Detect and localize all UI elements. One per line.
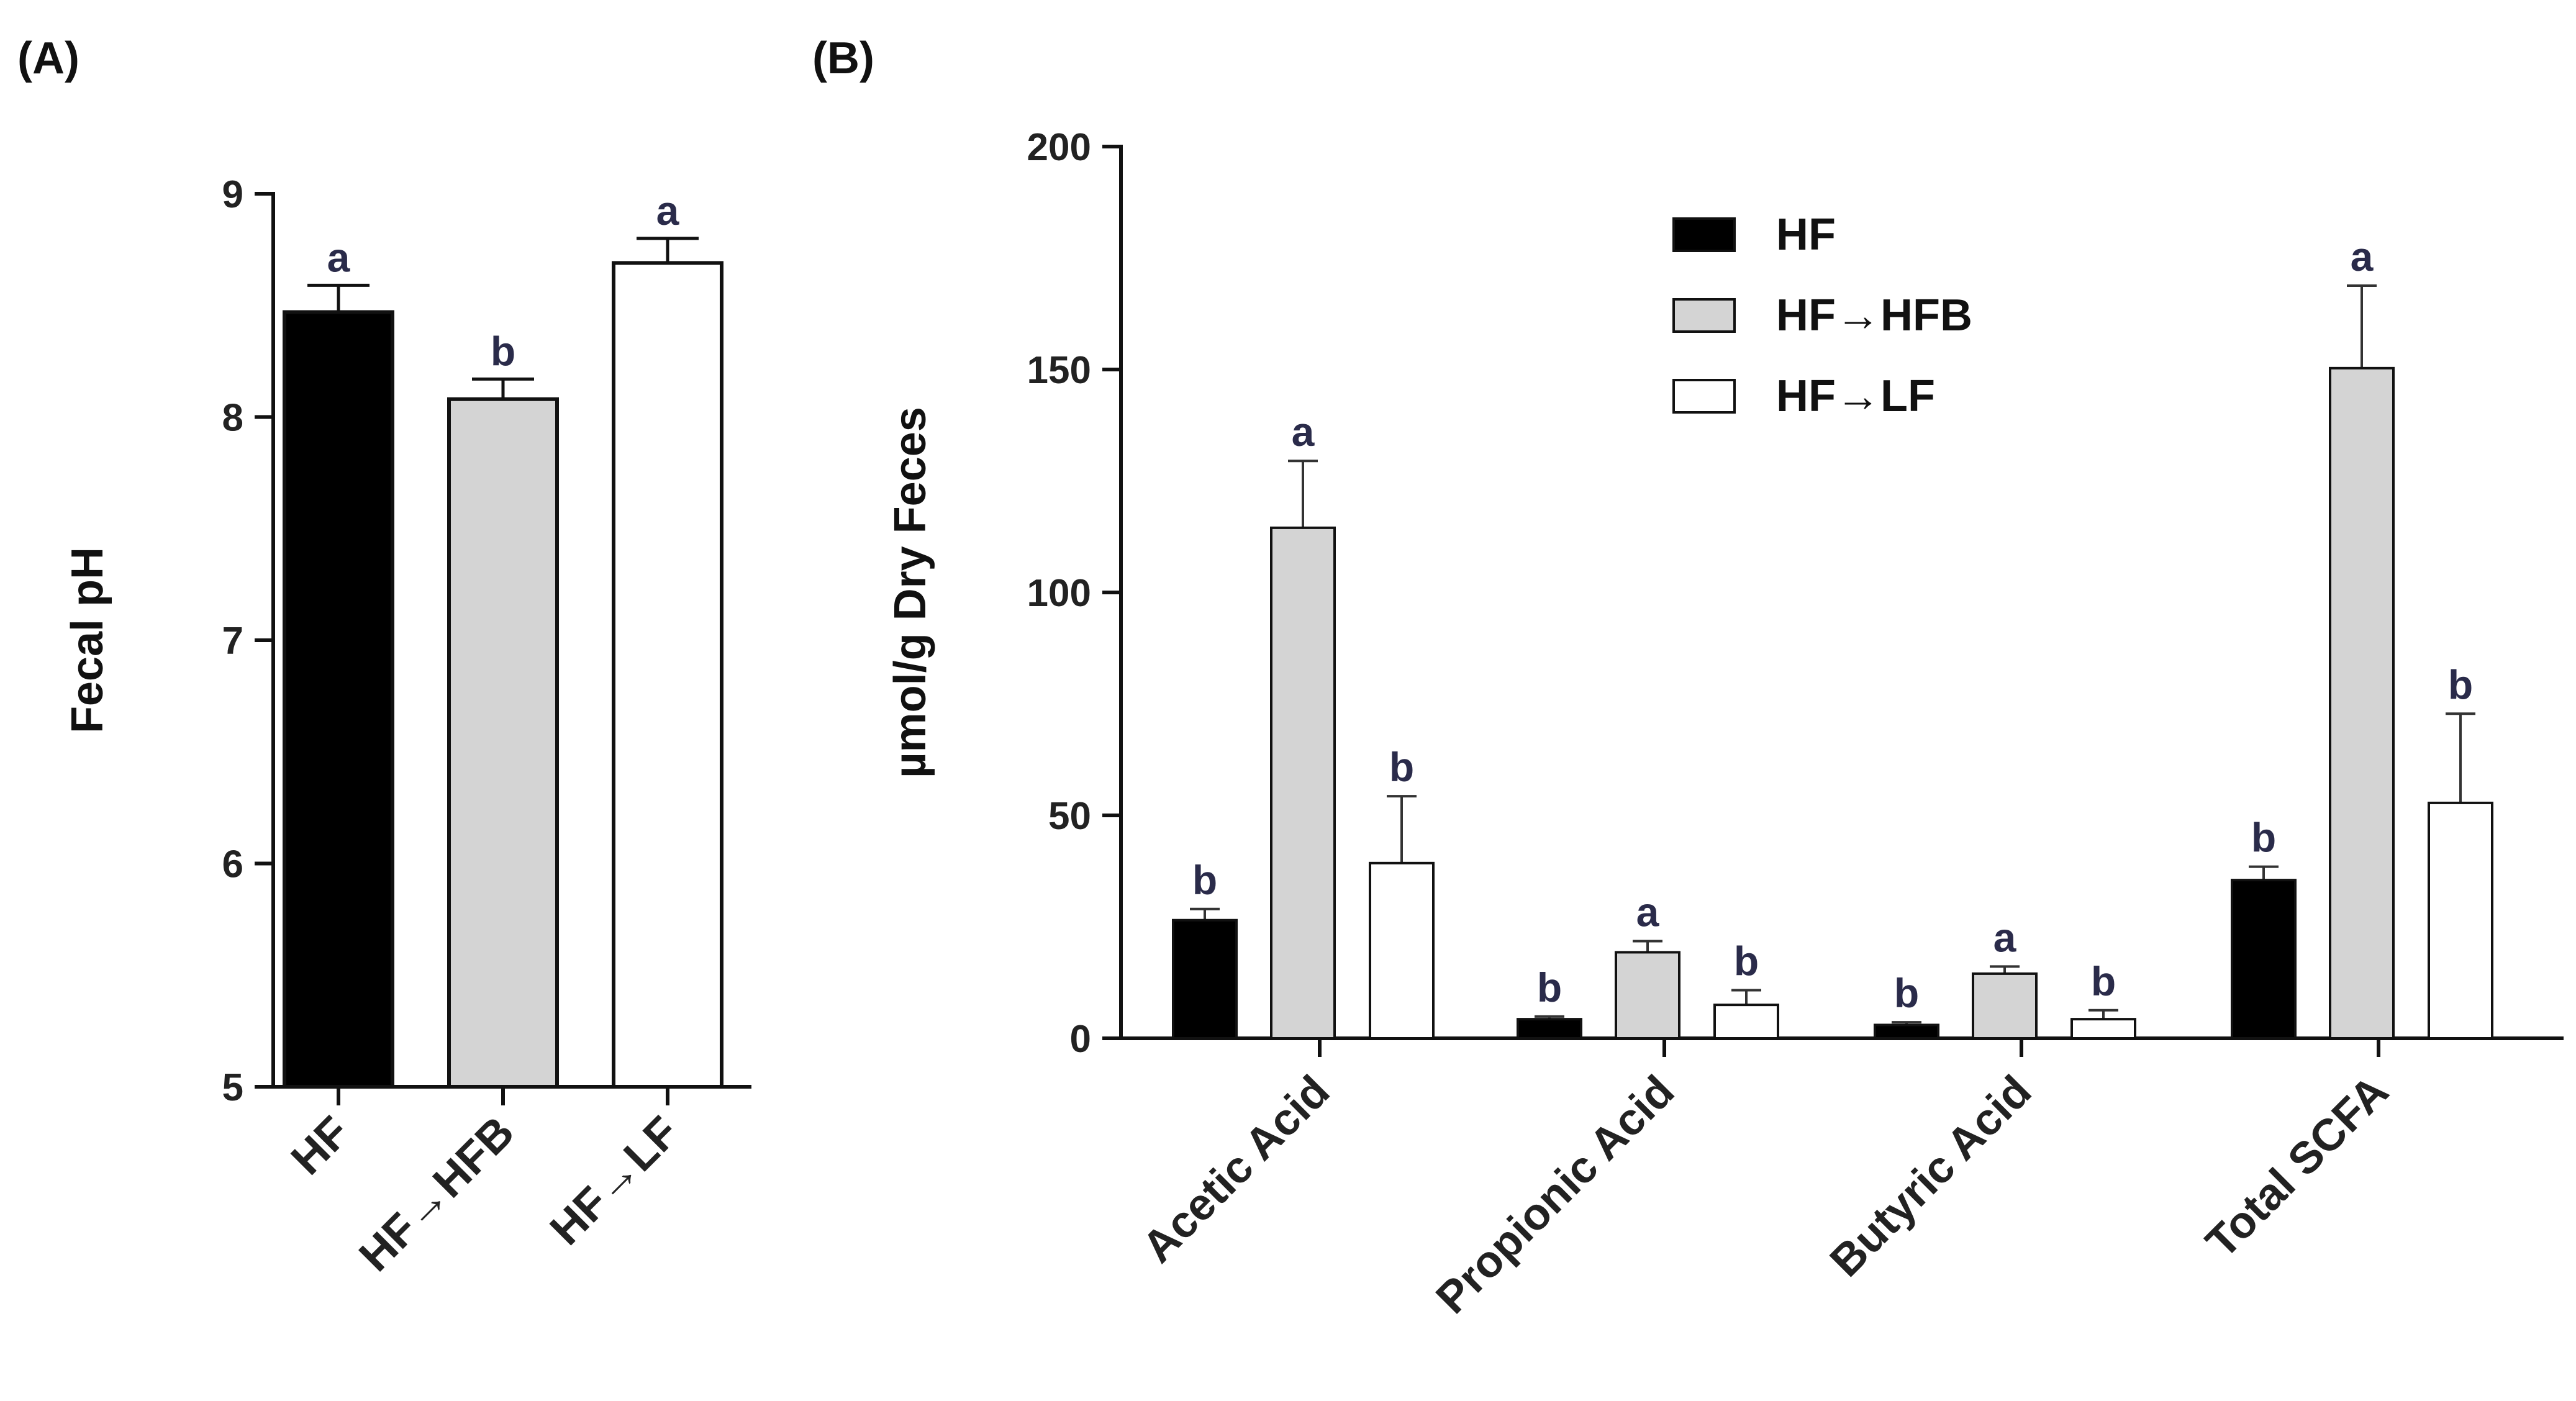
panel-a-significance-letter: a [656,188,680,233]
panel-b-significance-letter: a [2351,233,2374,279]
panel-b-significance-letter: a [1636,889,1660,935]
panel-b-y-tick-label: 150 [1027,349,1091,392]
panel-b-significance-letter: b [1389,744,1414,790]
panel-b-bar [1270,526,1336,1040]
panel-b-significance-letter: b [2091,958,2116,1004]
panel-b-significance-letter: b [1894,970,1919,1016]
panel-b-legend-label: HF→LF [1776,371,1935,421]
panel-b-bar [2428,801,2493,1040]
panel-a-y-tick-label: 8 [222,397,243,440]
panel-b-bar [1972,972,2038,1040]
panel-b-bar [1369,861,1435,1040]
panel-a-x-tick-label: HF→HFB [350,1107,524,1281]
panel-a-y-axis-title: Fecal pH [63,547,112,733]
panel-a-bar [283,310,394,1089]
panel-a-y-tick-label: 7 [222,620,243,663]
panel-b-x-tick-label: Propionic Acid [1426,1066,1684,1323]
panel-b-y-tick-label: 100 [1027,572,1091,615]
panel-b-y-tick-label: 50 [1048,795,1091,838]
panel-b: (B) 0 50 100 150 200 µmol/g Dry Feces b a b Acetic… [812,34,2564,1323]
panel-a-x-tick-label: HF→LF [541,1107,689,1255]
panel-b-legend-swatch [1672,217,1736,252]
panel-a: (A) 5 6 7 8 9 Fecal pH a HF b HF→HFB a HF→LF [17,34,751,1281]
panel-a-y-tick-label: 5 [222,1066,243,1109]
panel-b-bar [2329,366,2395,1040]
panel-a-x-tick-label: HF [282,1107,359,1184]
panel-b-significance-letter: b [2448,661,2473,707]
panel-b-legend-swatch [1672,379,1736,414]
panel-a-bar [447,397,559,1089]
panel-b-y-tick-label: 200 [1027,126,1091,169]
panel-a-label: (A) [17,34,79,83]
panel-b-bar [1713,1004,1779,1040]
panel-b-legend: HF HF→HFB HF→LF [1672,210,1972,421]
panel-b-significance-letter: b [1537,964,1562,1010]
panel-a-y-tick-label: 9 [222,173,243,216]
panel-b-bar [1615,951,1680,1040]
panel-a-bar [612,261,723,1089]
panel-b-y-tick-label: 0 [1070,1018,1091,1061]
panel-b-legend-label: HF [1776,210,1836,260]
panel-b-significance-letter: b [1734,938,1759,984]
panel-a-significance-letter: b [491,328,515,374]
panel-b-significance-letter: a [1292,409,1315,455]
panel-b-bar [1172,918,1238,1040]
panel-b-significance-letter: b [1192,857,1217,903]
panel-b-x-tick-label: Acetic Acid [1133,1066,1339,1272]
panel-b-legend-swatch [1672,298,1736,333]
panel-b-y-axis-title: µmol/g Dry Feces [886,407,935,778]
panel-b-legend-label: HF→HFB [1776,291,1972,340]
panel-b-x-tick-label: Total SCFA [2197,1066,2398,1267]
panel-b-bar [2231,879,2297,1040]
panel-b-bar [2070,1018,2136,1040]
panel-b-x-tick-label: Butyric Acid [1821,1066,2041,1287]
panel-b-bar [1874,1023,1939,1040]
panel-a-y-tick-label: 6 [222,843,243,886]
panel-b-bar [1517,1018,1582,1040]
panel-a-significance-letter: a [327,234,351,280]
panel-b-significance-letter: a [1993,914,2017,960]
panel-b-label: (B) [812,34,874,83]
panel-b-significance-letter: b [2251,815,2276,861]
